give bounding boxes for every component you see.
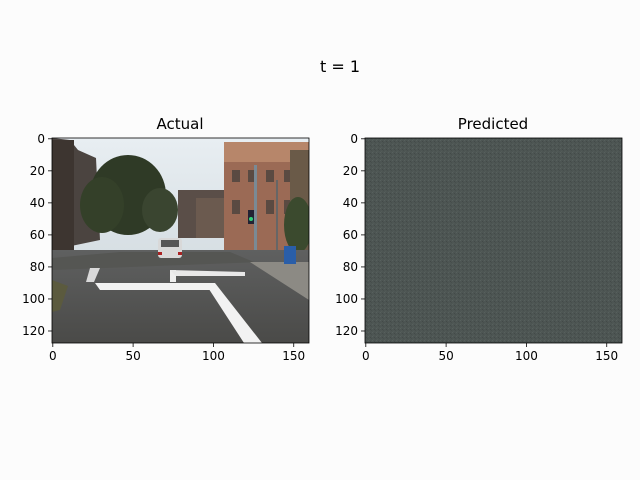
y-tick-label: 60 [30,228,45,242]
y-tick-label: 40 [30,196,45,210]
x-tick-label: 150 [595,349,618,363]
predicted-panel: Predicted 0 50 100 150 0 20 40 60 80 100 120 [335,115,623,363]
actual-panel-title: Actual [157,115,204,133]
figure-title: t = 1 [320,57,360,76]
x-tick-label: 0 [362,349,370,363]
y-tick-label: 0 [37,132,45,146]
y-tick-label: 60 [343,228,358,242]
actual-image [51,137,310,344]
y-tick-label: 100 [22,292,45,306]
predicted-y-axis: 0 20 40 60 80 100 120 [335,132,365,338]
y-tick-label: 80 [343,260,358,274]
x-tick-label: 100 [515,349,538,363]
y-tick-label: 20 [343,164,358,178]
x-tick-label: 150 [282,349,305,363]
actual-panel: Actual [22,115,310,363]
y-tick-label: 120 [335,324,358,338]
x-tick-label: 50 [125,349,140,363]
x-tick-label: 50 [438,349,453,363]
actual-x-axis: 0 50 100 150 [49,343,305,363]
y-tick-label: 120 [22,324,45,338]
actual-y-axis: 0 20 40 60 80 100 120 [22,132,52,338]
y-tick-label: 100 [335,292,358,306]
y-tick-label: 40 [343,196,358,210]
y-tick-label: 80 [30,260,45,274]
y-tick-label: 0 [350,132,358,146]
x-tick-label: 100 [202,349,225,363]
predicted-panel-title: Predicted [458,115,528,133]
y-tick-label: 20 [30,164,45,178]
predicted-x-axis: 0 50 100 150 [362,343,618,363]
predicted-image [364,137,623,344]
x-tick-label: 0 [49,349,57,363]
